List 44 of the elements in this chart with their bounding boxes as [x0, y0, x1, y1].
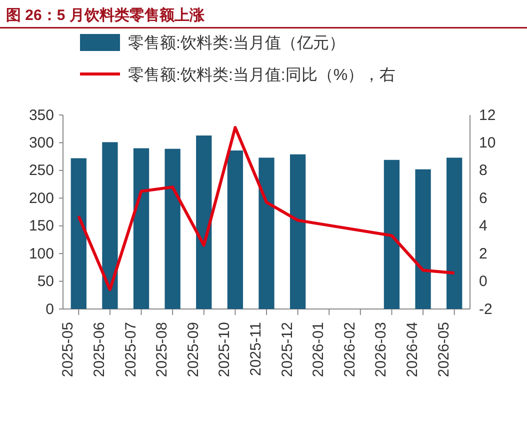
y-tick-label: 0 — [46, 300, 54, 318]
x-tick-label: 2025-06 — [90, 322, 108, 378]
x-tick-label: 2026-03 — [372, 322, 390, 378]
y-tick-label: 50 — [37, 273, 54, 290]
y-tick-label: 300 — [28, 134, 54, 152]
x-tick-label: 2025-10 — [216, 322, 234, 378]
y2-tick-label: 8 — [479, 162, 488, 180]
x-tick-label: 2026-04 — [404, 322, 422, 378]
x-tick-label: 2025-07 — [122, 322, 140, 378]
y-tick-label: 350 — [28, 106, 54, 124]
x-tick-label: 2026-02 — [341, 322, 358, 378]
line-series — [77, 126, 456, 292]
bar — [196, 136, 212, 309]
y-tick-label: 200 — [28, 190, 54, 207]
y2-tick-label: 10 — [479, 134, 496, 152]
bar — [384, 160, 400, 309]
chart-title: 图 26：5 月饮料类零售额上涨 — [6, 6, 206, 24]
x-tick-label: 2025-08 — [154, 322, 171, 378]
x-tick-label: 2025-11 — [248, 322, 264, 376]
y2-tick-label: 2 — [479, 245, 488, 262]
x-tick-label: 2025-09 — [184, 322, 202, 378]
bar — [227, 150, 244, 309]
x-tick-label: 2026-01 — [310, 322, 328, 378]
y2-tick-label: 0 — [479, 273, 488, 290]
bar — [102, 142, 118, 309]
x-tick-label: 2025-05 — [60, 322, 77, 378]
bar — [70, 158, 86, 309]
bar — [133, 148, 150, 309]
bar — [415, 169, 431, 309]
legend-label: 零售额:饮料类:当月值（亿元） — [128, 34, 345, 52]
y2-tick-label: -2 — [479, 300, 492, 318]
bar — [258, 158, 274, 309]
bar — [164, 148, 180, 309]
y2-tick-label: 12 — [479, 106, 496, 124]
y-tick-label: 150 — [28, 218, 54, 235]
y-tick-label: 100 — [28, 245, 54, 262]
y-tick-label: 250 — [28, 162, 54, 180]
y2-tick-label: 6 — [479, 190, 488, 207]
bar — [290, 154, 306, 309]
x-tick-label: 2026-05 — [435, 322, 452, 378]
legend-label: 零售额:饮料类:当月值:同比（%），右 — [128, 66, 396, 84]
y2-tick-label: 4 — [479, 218, 488, 235]
x-tick-label: 2025-12 — [278, 322, 296, 378]
bar — [446, 158, 462, 309]
